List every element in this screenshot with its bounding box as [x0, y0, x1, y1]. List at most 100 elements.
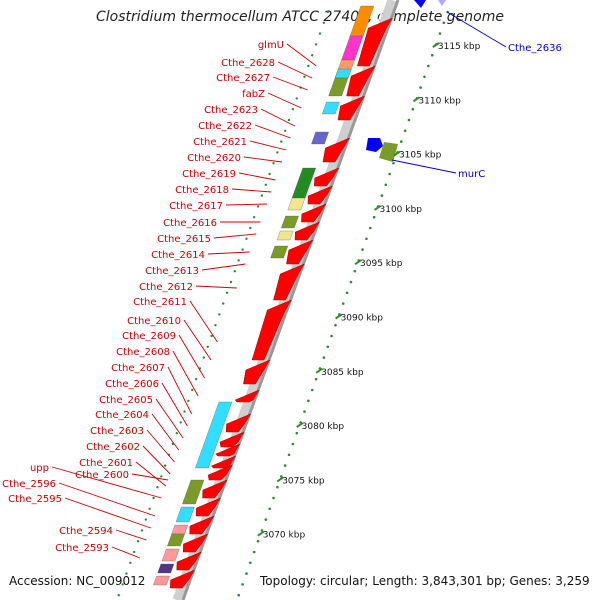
inner-dot — [229, 280, 233, 284]
map-title: Clostridium thermocellum ATCC 27405, com… — [96, 9, 504, 25]
gene-label: Cthe_2613 — [145, 266, 199, 277]
gene-label: Cthe_2617 — [169, 201, 223, 212]
leader-line — [115, 529, 147, 541]
gene-label: Cthe_2616 — [163, 218, 217, 229]
forward-gene-arrow — [337, 95, 366, 121]
leader-line — [111, 546, 141, 559]
gene-label: Cthe_2604 — [95, 410, 149, 421]
ruler-dot — [272, 496, 275, 500]
ruler-dot — [392, 161, 395, 165]
gene-label: Cthe_2606 — [105, 379, 159, 390]
gene-label: Cthe_2623 — [204, 105, 258, 116]
gene-label: Cthe_2612 — [139, 282, 193, 293]
forward-gene-arrow — [234, 389, 260, 403]
inner-dot — [322, 21, 326, 24]
reverse-gene-arrow — [438, 0, 446, 6]
inner-dot — [148, 507, 151, 510]
ruler-dot — [388, 172, 391, 176]
forward-gene-arrow — [322, 137, 351, 163]
cog-category-block — [379, 142, 398, 162]
leader-line — [178, 334, 205, 379]
forward-gene-arrow — [176, 551, 202, 571]
gene-label: Cthe_2615 — [157, 234, 211, 245]
ruler-dot — [341, 302, 345, 305]
cog-category-block — [311, 131, 329, 145]
gene-label: Cthe_2593 — [55, 543, 109, 554]
inner-dot — [222, 302, 225, 305]
reverse-gene-arrow — [366, 138, 383, 152]
forward-gene-arrow — [294, 221, 320, 241]
leader-line — [161, 382, 188, 427]
ruler-tick-label: 3105 kbp — [399, 151, 442, 161]
ruler-dot — [365, 237, 368, 241]
inner-dot — [241, 248, 244, 251]
ruler-dot — [276, 485, 279, 489]
cog-category-block — [161, 548, 180, 562]
inner-dot — [202, 356, 206, 359]
leader-line — [155, 398, 184, 439]
leader-line — [201, 263, 246, 271]
gene-label: Cthe_2619 — [182, 169, 236, 180]
leader-line — [260, 108, 296, 127]
ruler-dot — [295, 431, 299, 435]
ruler-tick-label: 3095 kbp — [360, 259, 403, 269]
cog-category-block — [276, 230, 294, 241]
leader-line — [58, 482, 156, 517]
ruler-dot — [384, 183, 388, 187]
gene-label: Cthe_2621 — [193, 137, 247, 148]
inner-dot — [156, 486, 159, 489]
leader-line — [167, 366, 193, 415]
gene-label: Cthe_2610 — [127, 316, 181, 327]
ruler-dot — [260, 529, 264, 532]
ruler-dot — [307, 399, 310, 403]
forward-gene-arrow — [189, 515, 215, 535]
ruler-dot — [349, 280, 353, 284]
inner-dot — [187, 399, 190, 402]
ruler-tick — [296, 422, 304, 428]
ruler-dot — [353, 269, 357, 273]
inner-dot — [276, 151, 279, 154]
gene-label: upp — [30, 463, 49, 474]
cog-category-block — [182, 479, 205, 505]
ruler-dot — [372, 215, 376, 219]
inner-dot — [136, 540, 140, 543]
leader-line — [238, 172, 276, 181]
inner-dot — [303, 75, 306, 79]
ruler-dot — [322, 356, 326, 359]
cog-category-block — [270, 245, 289, 259]
inner-dot — [117, 594, 120, 597]
gene-label: Cthe_2609 — [122, 331, 176, 342]
leader-line — [213, 233, 257, 239]
inner-dot — [140, 529, 144, 532]
leader-line — [189, 300, 218, 343]
leader-line — [183, 319, 212, 361]
inner-dot — [129, 561, 132, 564]
gene-label: murC — [458, 169, 485, 180]
ruler-dot — [287, 453, 291, 457]
gene-label: Cthe_2611 — [133, 297, 187, 308]
gene-label: Cthe_2620 — [187, 153, 241, 164]
cog-category-block — [171, 524, 189, 535]
gene-label: Cthe_2603 — [90, 426, 144, 437]
gene-label: Cthe_2602 — [86, 442, 140, 453]
inner-dot — [152, 496, 155, 500]
ruler-dot — [427, 64, 430, 68]
ruler-tick-label: 3075 kbp — [282, 476, 325, 486]
forward-gene-arrow — [202, 479, 228, 499]
ruler-tick — [276, 476, 284, 483]
inner-dot — [179, 421, 182, 424]
forward-gene-arrow — [346, 65, 376, 97]
inner-dot — [218, 313, 221, 316]
ruler-dot — [345, 291, 349, 295]
leader-line — [207, 251, 250, 255]
cog-category-block — [341, 35, 364, 61]
ruler-tick-label: 3070 kbp — [263, 531, 306, 541]
cog-category-block — [291, 167, 317, 199]
leader-line — [286, 43, 317, 67]
ruler-tick — [393, 150, 401, 157]
forward-gene-arrow — [215, 443, 241, 457]
ruler-tick-label: 3085 kbp — [321, 368, 364, 378]
gene-label: Cthe_2618 — [175, 185, 229, 196]
inner-dot — [144, 518, 148, 521]
